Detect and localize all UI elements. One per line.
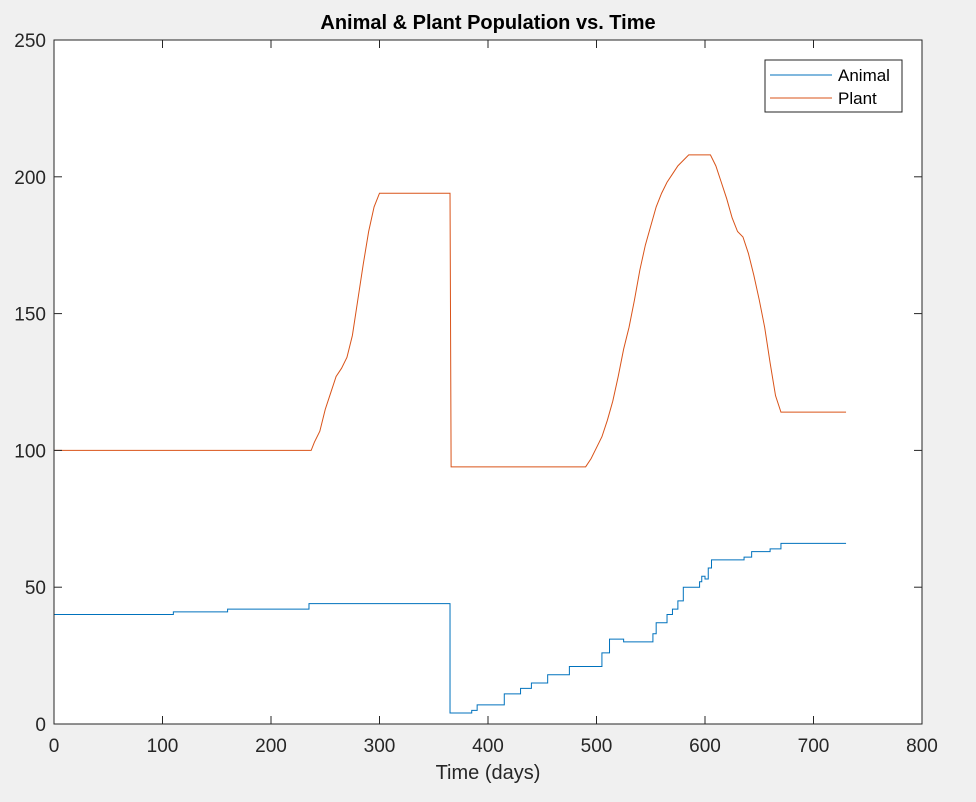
chart-title: Animal & Plant Population vs. Time — [320, 12, 655, 34]
x-tick-label: 700 — [798, 736, 830, 757]
plot-area — [54, 40, 922, 724]
y-tick-label: 50 — [25, 578, 46, 599]
series-line-animal — [54, 542, 847, 714]
y-tick-label: 100 — [14, 441, 46, 462]
series-line-plant — [54, 154, 847, 468]
y-tick-label: 150 — [14, 305, 46, 326]
legend-label-animal: Animal — [838, 66, 890, 85]
y-tick-label: 0 — [35, 715, 46, 736]
x-tick-label: 400 — [472, 736, 504, 757]
x-tick-label: 200 — [255, 736, 287, 757]
legend-box — [764, 59, 903, 113]
legend: Animal Plant — [764, 59, 903, 113]
x-tick-label: 100 — [147, 736, 179, 757]
x-tick-label: 800 — [906, 736, 938, 757]
x-tick-label: 600 — [689, 736, 721, 757]
y-tick-label: 200 — [14, 168, 46, 189]
series-layer — [54, 154, 847, 714]
x-axis-title: Time (days) — [436, 762, 541, 784]
legend-label-plant: Plant — [838, 89, 877, 108]
y-tick-label: 250 — [14, 31, 46, 52]
x-tick-label: 0 — [49, 736, 60, 757]
x-tick-label: 300 — [364, 736, 396, 757]
ticks-layer: 0 100 200 300 400 500 600 700 800 0 50 100 150 200 250 — [14, 31, 938, 757]
x-tick-label: 500 — [581, 736, 613, 757]
